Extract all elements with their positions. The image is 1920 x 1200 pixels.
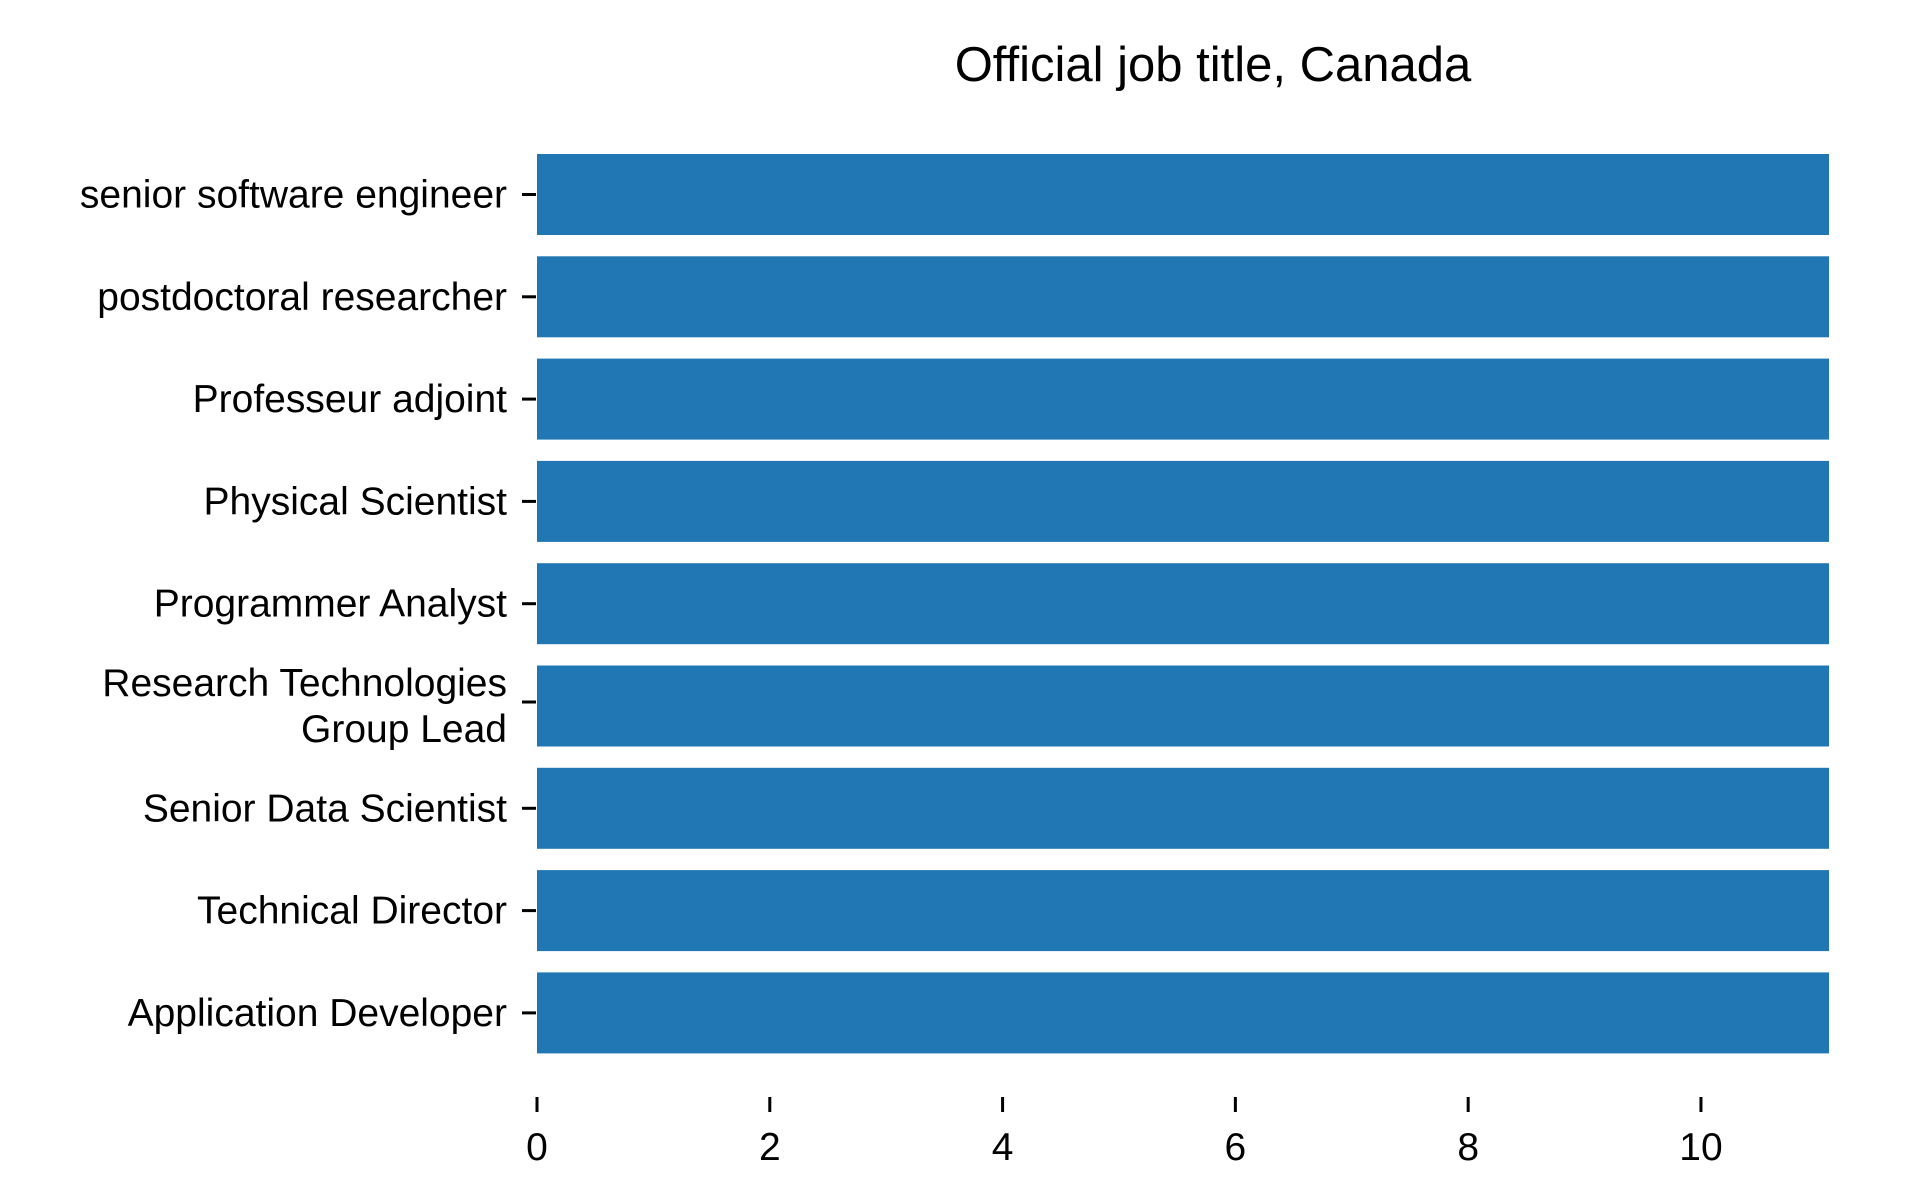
category-label: Programmer Analyst: [154, 583, 507, 626]
category-label: senior software engineer: [80, 174, 507, 217]
bar: [537, 563, 1829, 645]
category-label: postdoctoral researcher: [97, 276, 507, 319]
category-label-line: Application Developer: [128, 992, 507, 1035]
category-label-line: Physical Scientist: [204, 480, 508, 523]
bar: [537, 358, 1829, 440]
bars-layer: [537, 154, 1829, 1054]
bar: [537, 460, 1829, 542]
category-label: Technical Director: [197, 890, 507, 933]
x-tick-label: 2: [759, 1126, 781, 1169]
bar: [537, 870, 1829, 952]
category-label-line: Research Technologies: [102, 662, 507, 705]
x-axis: 0 2 4 6 8 10: [526, 1097, 1723, 1169]
chart-title: Official job title, Canada: [955, 38, 1472, 92]
category-label: Professeur adjoint: [193, 378, 508, 421]
bar: [537, 972, 1829, 1054]
x-tick-label: 6: [1225, 1126, 1247, 1169]
category-label: Application Developer: [128, 992, 507, 1035]
bar: [537, 154, 1829, 235]
category-label: Senior Data Scientist: [143, 787, 507, 830]
x-tick-label: 8: [1457, 1126, 1479, 1169]
category-label: Research Technologies Group Lead: [102, 662, 507, 751]
x-tick-label: 10: [1679, 1126, 1722, 1169]
x-tick-label: 0: [526, 1126, 548, 1169]
x-tick-label: 4: [992, 1126, 1014, 1169]
bar: [537, 767, 1829, 849]
bar: [537, 256, 1829, 338]
category-label-line: Programmer Analyst: [154, 583, 507, 626]
category-label-line: Technical Director: [197, 890, 507, 933]
category-label-line: Professeur adjoint: [193, 378, 508, 421]
category-label-line: postdoctoral researcher: [97, 276, 507, 319]
category-label: Physical Scientist: [204, 480, 508, 523]
category-label-line: Group Lead: [301, 708, 507, 751]
category-labels: senior software engineer postdoctoral res…: [80, 174, 536, 1035]
bar: [537, 665, 1829, 747]
category-label-line: senior software engineer: [80, 174, 507, 217]
category-label-line: Senior Data Scientist: [143, 787, 507, 830]
